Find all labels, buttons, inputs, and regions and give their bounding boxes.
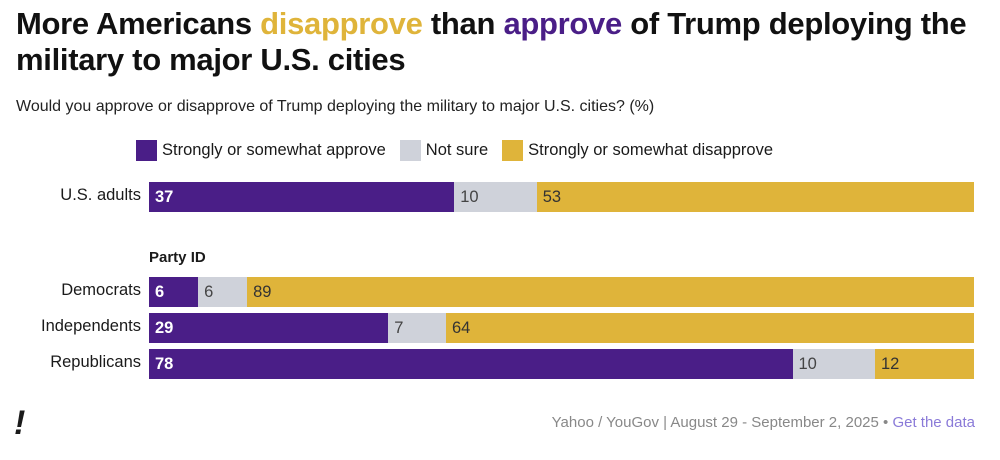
chart-subtitle: Would you approve or disapprove of Trump… <box>16 98 655 115</box>
legend-swatch <box>502 140 524 161</box>
legend-swatch <box>399 140 421 161</box>
bar-segment: 10 <box>792 349 875 379</box>
legend-label: Strongly or somewhat disapprove <box>528 141 774 159</box>
title-approve: approve <box>503 6 622 41</box>
legend-label: Strongly or somewhat approve <box>162 141 386 159</box>
title-part: More Americans <box>16 6 261 41</box>
bar-row: 37 10 53 <box>149 182 974 212</box>
legend-label: Not sure <box>425 141 489 159</box>
bar-row: 6 6 89 <box>149 277 974 307</box>
group-label: Party ID <box>149 249 206 266</box>
row-label: Democrats <box>61 281 141 299</box>
legend-item: Not sure <box>399 140 489 161</box>
bar-segment: 6 <box>198 277 248 307</box>
get-data-link[interactable]: Get the data <box>892 414 975 431</box>
legend-swatch <box>136 140 157 161</box>
legend-item: Strongly or somewhat disapprove <box>502 140 773 161</box>
bar-segment: 78 <box>149 349 793 379</box>
row-label: Republicans <box>50 353 141 371</box>
bar-segment: 10 <box>454 182 537 212</box>
legend: Strongly or somewhat approve Not sure Stro… <box>136 140 787 161</box>
title-disapprove: disapprove <box>260 6 423 41</box>
title-part: than <box>422 6 504 41</box>
bar-segment: 29 <box>149 313 389 343</box>
bar-segment: 6 <box>149 277 199 307</box>
bar-segment: 64 <box>446 313 974 343</box>
bar-segment: 12 <box>875 349 974 379</box>
bar-segment: 7 <box>388 313 446 343</box>
row-label: Independents <box>40 317 141 335</box>
title-part: of Trump deploying the military to major… <box>16 6 967 77</box>
bar-row: 78 10 12 <box>149 349 974 379</box>
chart-title: More Americans disapprove than approve o… <box>16 6 1000 78</box>
legend-item: Strongly or somewhat approve <box>136 140 386 161</box>
bar-segment: 37 <box>149 182 455 212</box>
bar-segment: 53 <box>536 182 974 212</box>
source-note: Yahoo / YouGov | August 29 - September 2… <box>552 414 975 431</box>
bar-segment: 89 <box>247 277 974 307</box>
bar-row: 29 7 64 <box>149 313 974 343</box>
row-label: U.S. adults <box>60 186 141 204</box>
source-text: Yahoo / YouGov | August 29 - September 2… <box>551 414 893 431</box>
yahoo-logo: ! <box>14 404 26 442</box>
